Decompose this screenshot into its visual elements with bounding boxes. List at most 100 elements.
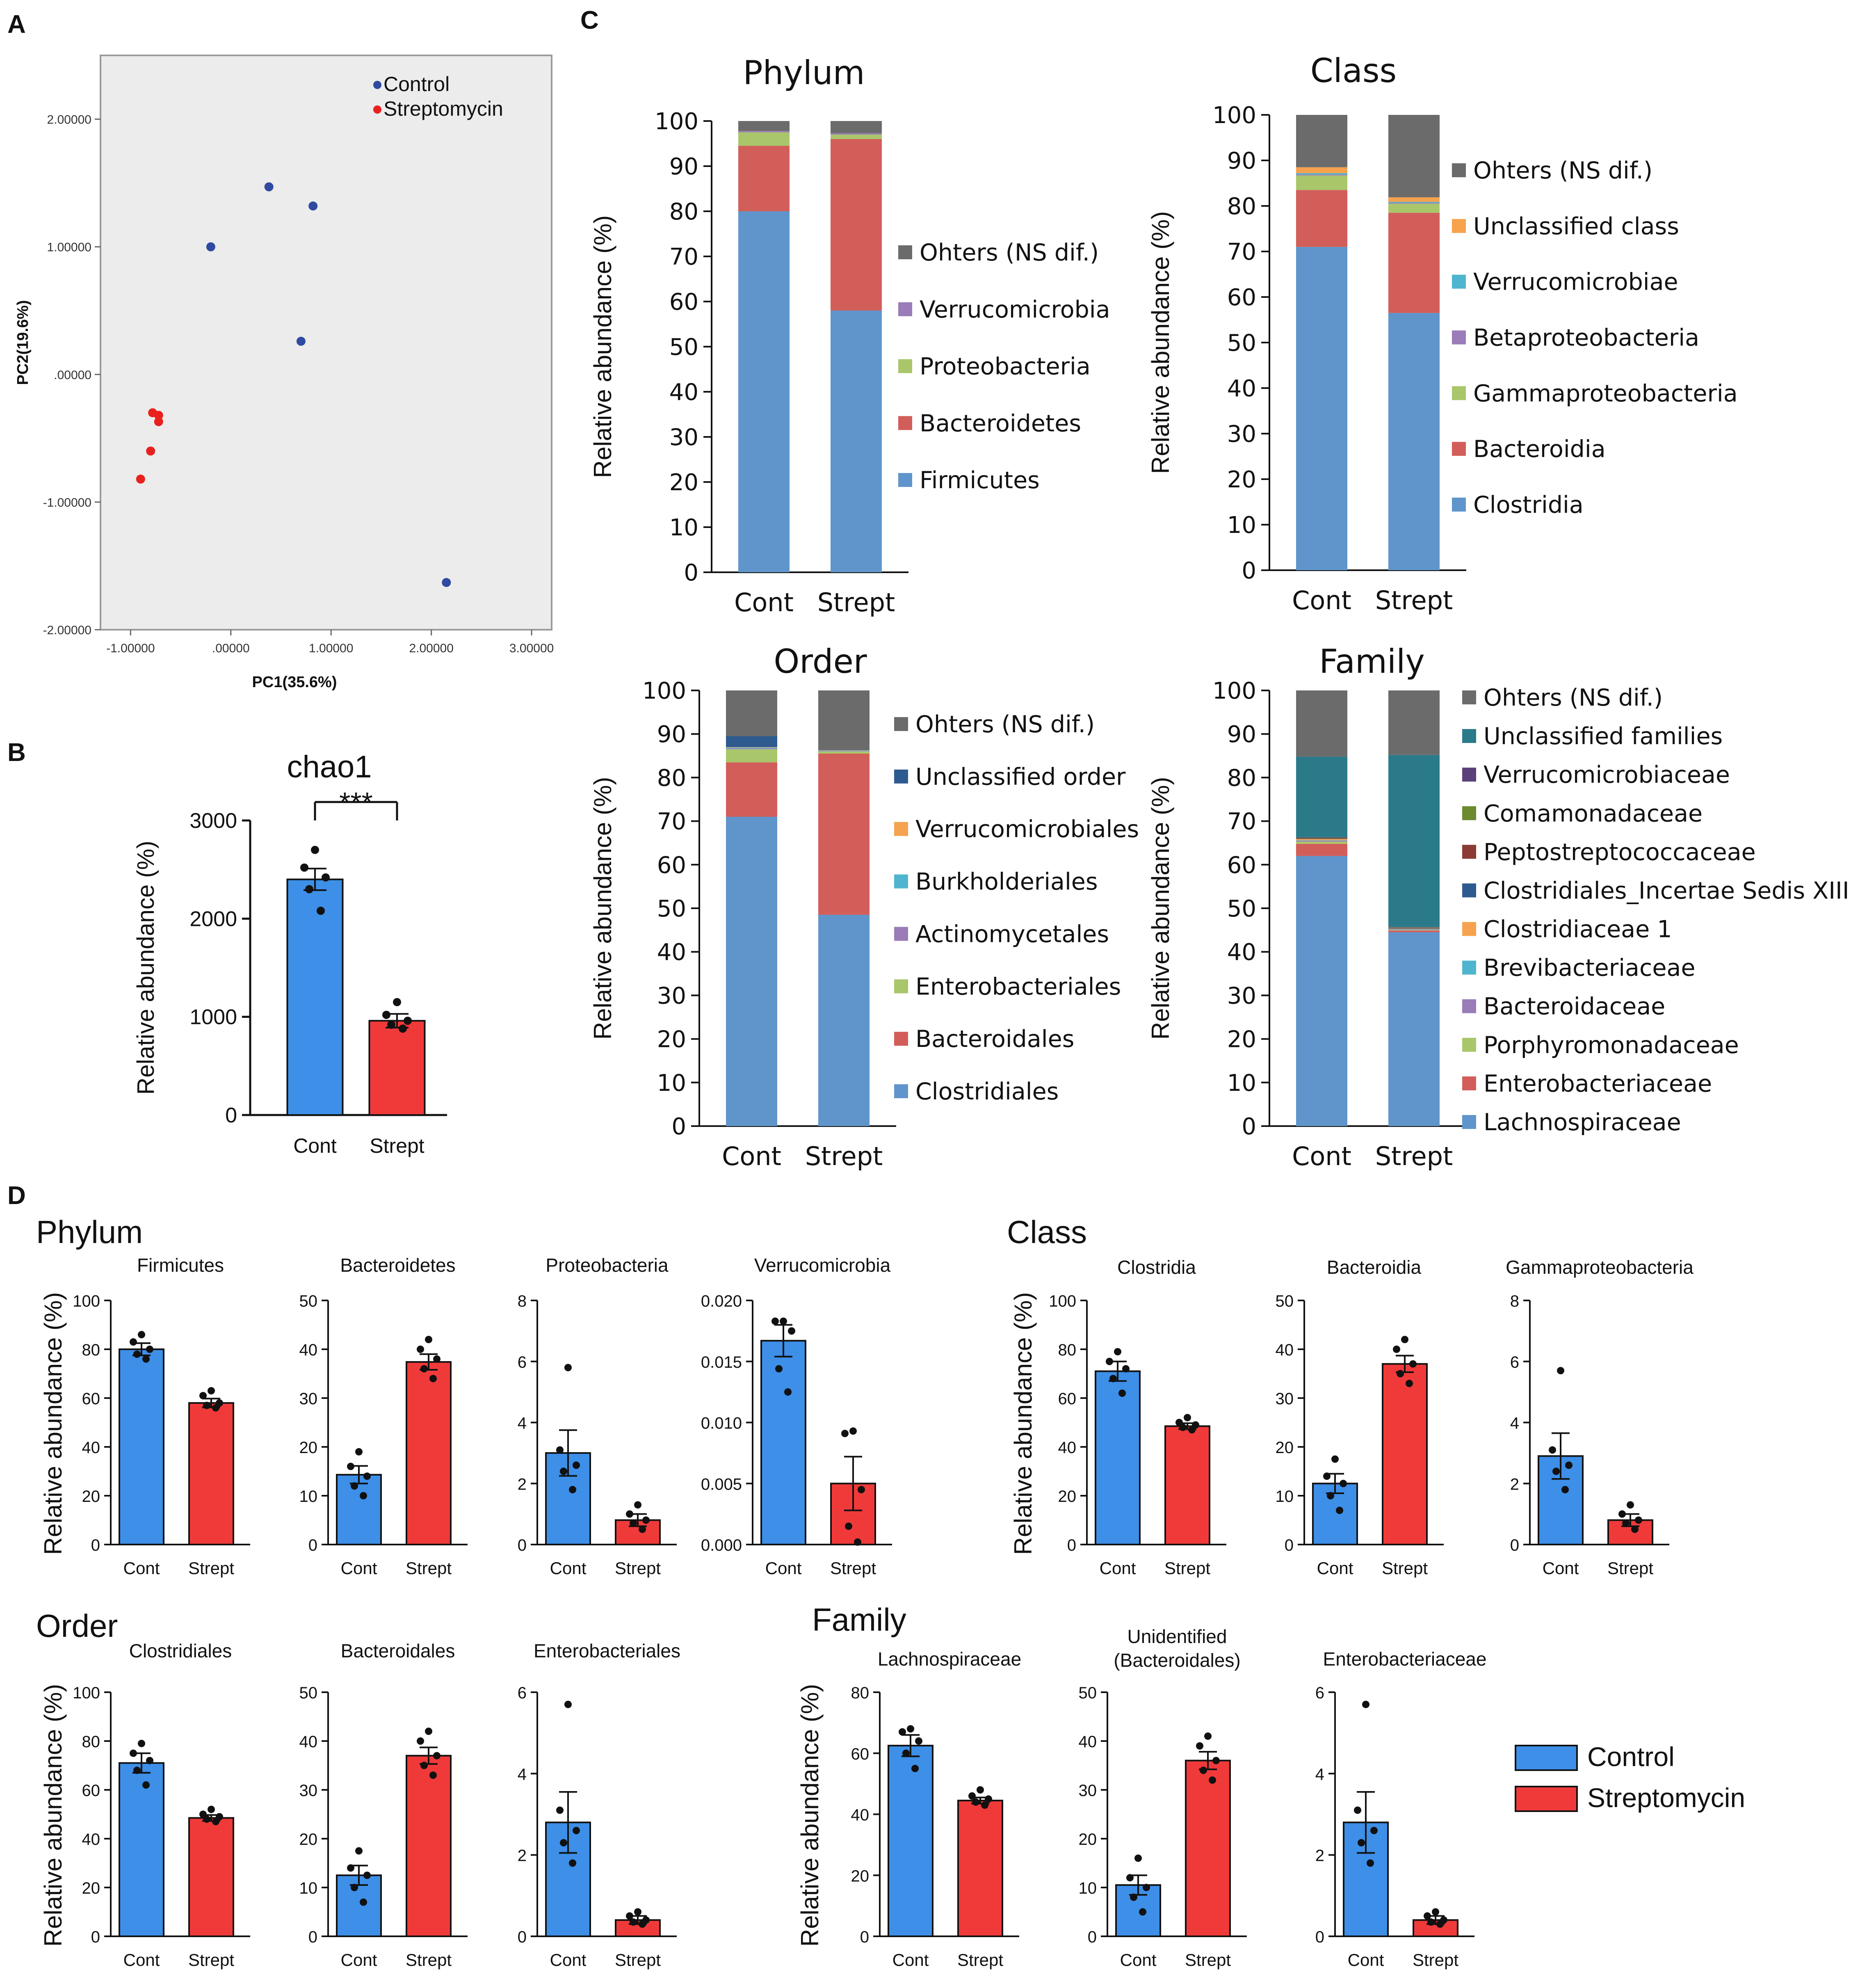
stacked-segment-enterobacteriales xyxy=(726,749,777,763)
pca-y-tick-label: -2.00000 xyxy=(43,624,91,637)
stacked-title: Order xyxy=(774,642,867,681)
small-bar-y-tick-label: 20 xyxy=(1079,1830,1097,1849)
stacked-y-tick-label: 70 xyxy=(657,809,686,835)
small-bar-title: Enterobacteriaceae xyxy=(1323,1648,1487,1670)
stacked-y-tick-label: 40 xyxy=(657,939,686,966)
small-bar-data-point xyxy=(1367,1859,1374,1867)
small-bar-data-point xyxy=(208,1387,215,1395)
small-bar-x-tick-label: Strept xyxy=(1607,1558,1653,1578)
stacked-legend-swatch xyxy=(1462,960,1476,975)
stacked-y-tick-label: 0 xyxy=(684,560,698,586)
pca-legend-control: Control xyxy=(383,73,450,96)
stacked-legend-label: Verrucomicrobiales xyxy=(915,816,1139,843)
small-bar-y-tick-label: 40 xyxy=(82,1439,100,1457)
pca-plot-area xyxy=(100,55,552,631)
small-bar-y-tick-label: 50 xyxy=(1079,1684,1097,1702)
small-bar-chart-lachnospiraceae: Lachnospiraceae 0 20 40 60 80 Cont Strept xyxy=(851,1648,1022,1970)
small-bar-data-point xyxy=(429,1375,437,1382)
small-bar-title: Bacteroidales xyxy=(341,1640,455,1661)
stacked-y-tick-label: 50 xyxy=(1227,330,1256,356)
stacked-y-tick-label: 70 xyxy=(1227,809,1256,835)
small-bar-x-tick-label: Strept xyxy=(615,1558,661,1578)
small-bar-data-point xyxy=(1323,1472,1331,1480)
stacked-segment-lachnospiraceae xyxy=(1388,932,1440,1126)
stacked-segment-burkholderiales xyxy=(726,747,777,749)
stacked-y-tick-label: 0 xyxy=(1242,558,1256,584)
stacked-segment-bacteroidetes xyxy=(738,146,790,211)
stacked-legend-label: Unclassified class xyxy=(1473,213,1679,240)
pca-point-streptomycin xyxy=(146,446,155,456)
small-bar-data-point xyxy=(1358,1839,1365,1846)
stacked-x-tick-label: Cont xyxy=(734,587,794,617)
stacked-segment-verrucomicrobiae xyxy=(1388,202,1440,203)
small-bar-data-point xyxy=(363,1472,371,1480)
stacked-segment-firmicutes xyxy=(738,211,790,572)
stacked-y-label: Relative abundance (%) xyxy=(1147,777,1174,1040)
stacked-x-tick-label: Strept xyxy=(805,1141,883,1171)
pca-y-tick-label: .00000 xyxy=(54,368,91,382)
small-bar-data-point xyxy=(573,1461,580,1469)
stacked-segment-brevibacteriaceae xyxy=(1296,840,1347,841)
pca-point-control xyxy=(296,336,306,346)
small-bar-data-point xyxy=(1209,1776,1216,1784)
stacked-segment-bacteroidia xyxy=(1388,213,1440,313)
small-bar-y-tick-label: 40 xyxy=(851,1806,870,1824)
stacked-segment-unclassified-families xyxy=(1388,755,1440,927)
stacked-y-tick-label: 10 xyxy=(657,1070,686,1097)
stacked-legend-swatch xyxy=(1462,845,1476,859)
pca-point-streptomycin xyxy=(136,474,145,484)
small-bar-y-tick-label: 20 xyxy=(82,1879,100,1897)
stacked-legend-label: Bacteroidaceae xyxy=(1484,993,1665,1020)
small-bar-data-point xyxy=(985,1795,992,1803)
pca-x-tick-label: 3.00000 xyxy=(509,642,554,655)
small-bar-x-tick-label: Cont xyxy=(341,1950,377,1970)
stacked-y-tick-label: 100 xyxy=(1212,102,1256,129)
small-bar-y-tick-label: 80 xyxy=(82,1341,100,1359)
stacked-legend-label: Actinomycetales xyxy=(915,921,1109,948)
small-bar-x-tick-label: Cont xyxy=(1317,1558,1353,1578)
stacked-segment-enterobacteriaceae xyxy=(1388,930,1440,932)
chao1-data-point xyxy=(404,1017,412,1025)
small-bar-chart-clostridia: Clostridia 0 20 40 60 80 100 Cont Strept xyxy=(1049,1257,1226,1578)
small-bar-chart-proteobacteria: Proteobacteria 0 2 4 6 8 Cont Strept xyxy=(518,1254,677,1578)
stacked-y-tick-label: 40 xyxy=(1227,939,1256,966)
small-bar-y-tick-label: 60 xyxy=(1058,1390,1077,1408)
small-bar-x-tick-label: Cont xyxy=(550,1558,587,1578)
stacked-y-tick-label: 100 xyxy=(642,678,686,704)
small-bar-cont xyxy=(119,1762,164,1937)
stacked-y-tick-label: 60 xyxy=(657,852,686,879)
stacked-legend-label: Ohters (NS dif.) xyxy=(915,711,1095,738)
stacked-y-tick-label: 80 xyxy=(669,199,698,225)
chao1-data-point xyxy=(311,845,319,854)
chao1-x-tick-label: Strept xyxy=(370,1134,425,1157)
stacked-legend-label: Clostridia xyxy=(1473,491,1584,519)
stacked-y-tick-label: 20 xyxy=(1227,466,1256,493)
small-bar-data-point xyxy=(1188,1426,1196,1434)
stacked-title: Family xyxy=(1319,642,1424,681)
small-bar-data-point xyxy=(1336,1506,1343,1514)
small-bar-y-tick-label: 30 xyxy=(1276,1390,1294,1408)
chao1-y-tick-label: 3000 xyxy=(189,809,237,833)
small-bar-title: (Bacteroidales) xyxy=(1114,1650,1240,1671)
stacked-legend-label: Clostridiales xyxy=(915,1078,1059,1105)
pca-x-tick-label: 2.00000 xyxy=(409,642,453,655)
small-bar-y-tick-label: 10 xyxy=(1079,1879,1097,1897)
stacked-legend-label: Ohters (NS dif.) xyxy=(920,239,1099,266)
legend-label-control: Control xyxy=(1587,1741,1675,1772)
small-bar-x-tick-label: Strept xyxy=(1382,1558,1428,1578)
stacked-y-tick-label: 30 xyxy=(657,983,686,1009)
stacked-x-tick-label: Strept xyxy=(1375,585,1453,615)
pca-y-label: PC2(19.6%) xyxy=(14,300,32,385)
stacked-legend-swatch xyxy=(1462,1037,1476,1052)
group-y-label-order: Relative abundance (%) xyxy=(39,1684,67,1947)
small-bar-data-point xyxy=(1362,1700,1369,1708)
chao1-data-point xyxy=(322,873,330,882)
stacked-segment-brevibacteriaceae xyxy=(1388,929,1440,930)
stacked-segment-unclassified-order xyxy=(726,736,777,747)
small-bar-x-tick-label: Strept xyxy=(406,1950,452,1970)
group-y-label-phylum: Relative abundance (%) xyxy=(39,1292,67,1555)
small-bar-data-point xyxy=(1370,1827,1378,1835)
small-bar-data-point xyxy=(569,1859,576,1867)
stacked-segment-clostridiales xyxy=(818,914,870,1126)
small-bar-y-tick-label: 100 xyxy=(73,1684,100,1702)
